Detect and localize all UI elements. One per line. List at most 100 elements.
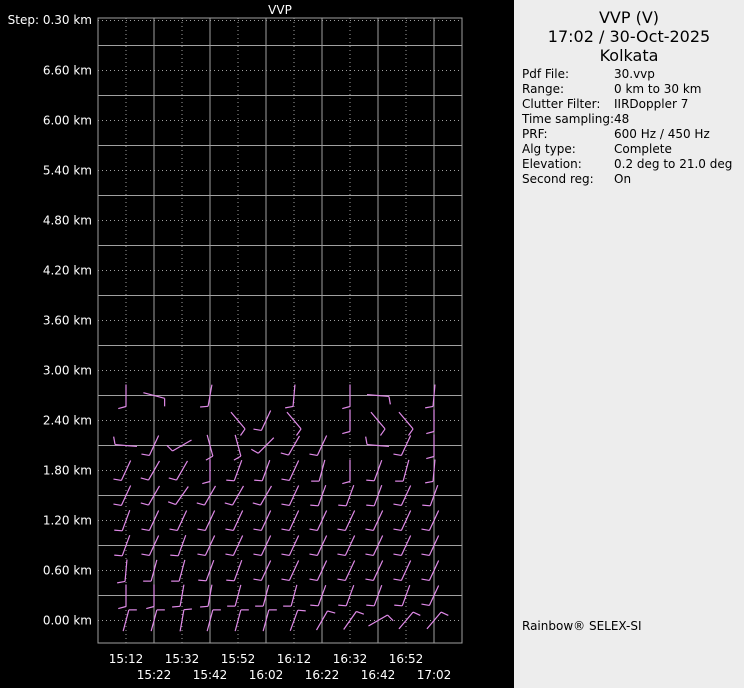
wind-barb xyxy=(281,535,300,557)
y-tick-label: 0.00 km xyxy=(43,614,92,628)
barb-tick xyxy=(365,528,374,532)
barb-staff xyxy=(124,559,128,582)
barb-tick xyxy=(388,396,391,405)
barb-tick xyxy=(309,578,318,582)
wind-barb xyxy=(365,535,384,557)
barb-tick xyxy=(310,504,319,507)
barb-tick xyxy=(205,455,214,461)
barb-staff xyxy=(179,584,185,607)
wind-barb xyxy=(338,584,355,607)
barb-tick xyxy=(170,554,179,557)
wind-barb xyxy=(253,510,272,532)
barb-staff xyxy=(147,485,161,506)
plot-frame xyxy=(97,17,463,644)
barb-staff xyxy=(261,459,271,482)
wind-barb xyxy=(168,460,189,481)
wind-barb xyxy=(141,435,160,457)
wind-barb xyxy=(421,585,440,607)
barb-tick xyxy=(117,580,126,584)
wind-barb xyxy=(309,435,328,457)
wind-barb xyxy=(393,535,412,557)
barb-staff xyxy=(288,510,300,531)
wind-barb xyxy=(226,459,243,482)
barb-tick xyxy=(281,503,290,507)
x-tick-label: 16:22 xyxy=(305,668,340,682)
barb-staff xyxy=(205,559,215,582)
barb-tick xyxy=(140,477,149,481)
barb-tick xyxy=(198,579,207,582)
x-tick-label: 17:02 xyxy=(417,668,452,682)
wind-barb xyxy=(122,609,137,632)
barb-staff xyxy=(231,485,245,506)
chart-title: VVP xyxy=(268,3,292,17)
barb-staff xyxy=(345,584,355,607)
wind-barb xyxy=(113,485,132,507)
barb-tick xyxy=(233,455,242,461)
wind-barb xyxy=(393,510,412,532)
vvp-chart: VVP Step: 0.30 km 6.60 km 6.00 km 5.40 km 4… xyxy=(8,3,463,682)
wind-barb xyxy=(171,559,186,582)
wind-barb xyxy=(365,560,384,582)
barb-staff xyxy=(260,560,272,581)
barb-tick xyxy=(379,428,386,436)
barb-tick xyxy=(252,502,261,506)
wind-barb xyxy=(309,535,328,557)
credit-text: Rainbow® SELEX-SI xyxy=(522,619,642,633)
barb-tick xyxy=(297,609,306,612)
wind-barb xyxy=(113,436,138,448)
barb-tick xyxy=(309,453,318,457)
y-tick-label: 1.20 km xyxy=(43,514,92,528)
wind-barb xyxy=(343,610,365,630)
barb-staff xyxy=(114,443,138,448)
x-tick-label: 15:52 xyxy=(221,652,256,666)
barb-tick xyxy=(225,528,234,532)
wind-barb xyxy=(230,411,246,436)
wind-barb xyxy=(226,559,243,582)
barb-tick xyxy=(253,428,262,432)
wind-barb xyxy=(395,459,410,482)
barb-tick xyxy=(394,604,403,607)
barb-tick xyxy=(200,405,209,408)
wind-barb xyxy=(179,608,192,632)
barb-staff xyxy=(318,459,326,482)
barb-tick xyxy=(141,528,150,532)
barb-tick xyxy=(422,504,431,507)
barb-staff xyxy=(316,435,328,456)
barb-tick xyxy=(393,503,402,507)
wind-barb xyxy=(250,437,275,454)
wind-barb xyxy=(394,584,411,607)
wind-barb xyxy=(366,459,383,482)
barb-tick xyxy=(141,553,150,557)
barb-tick xyxy=(140,502,149,506)
barb-tick xyxy=(114,529,123,532)
barb-tick xyxy=(366,504,375,507)
wind-barb xyxy=(196,485,217,506)
barb-tick xyxy=(338,504,347,507)
barb-tick xyxy=(393,453,402,457)
wind-barb xyxy=(368,614,394,627)
wind-barb xyxy=(311,459,326,482)
barb-staff xyxy=(262,609,270,632)
wind-barb xyxy=(393,435,412,457)
barb-tick xyxy=(356,610,365,615)
barb-staff xyxy=(428,585,440,606)
wind-barb xyxy=(146,584,155,610)
barb-tick xyxy=(425,480,434,484)
wind-barb xyxy=(281,485,300,507)
wind-barb xyxy=(114,509,131,532)
wind-barb xyxy=(421,560,440,582)
x-tick-label: 15:12 xyxy=(109,652,144,666)
barb-staff xyxy=(370,411,386,430)
wind-barb xyxy=(141,510,160,532)
barb-staff xyxy=(368,614,388,627)
y-tick-label: 4.80 km xyxy=(43,214,92,228)
barb-staff xyxy=(288,560,300,581)
barb-staff xyxy=(150,559,158,582)
barb-staff xyxy=(121,509,131,532)
barb-tick xyxy=(337,578,346,582)
barb-tick xyxy=(197,528,206,532)
barb-tick xyxy=(280,452,289,456)
wind-barb xyxy=(197,535,216,557)
wind-barb xyxy=(143,392,166,407)
barb-staff xyxy=(179,609,185,632)
